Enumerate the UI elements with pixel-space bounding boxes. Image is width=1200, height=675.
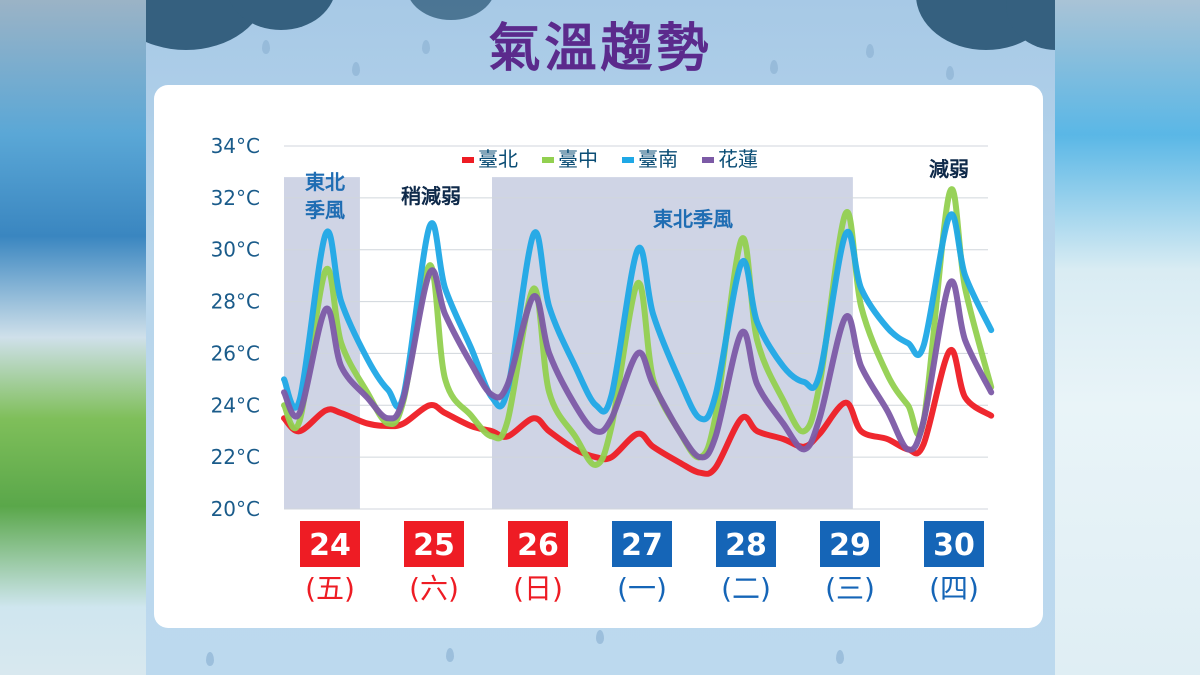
- annotation-weakening: 減弱: [929, 157, 969, 181]
- day-date: 28: [725, 528, 767, 563]
- raindrop-icon: [262, 40, 270, 54]
- raindrop-icon: [206, 652, 214, 666]
- legend-label: 臺北: [478, 147, 518, 171]
- legend-label: 臺南: [638, 147, 678, 171]
- y-tick-label: 24°C: [211, 393, 260, 417]
- legend-label: 臺中: [558, 147, 598, 171]
- day-badge-25: [404, 521, 464, 567]
- cloud-decoration-mid: [406, 0, 496, 20]
- blurred-background-right: [1054, 0, 1200, 675]
- day-weekday: (四): [929, 572, 979, 605]
- y-tick-label: 20°C: [211, 497, 260, 521]
- day-date: 30: [933, 528, 975, 563]
- y-tick-label: 22°C: [211, 445, 260, 469]
- day-weekday: (三): [825, 572, 875, 605]
- day-badge-29: [820, 521, 880, 567]
- day-date: 27: [621, 528, 663, 563]
- legend-item-tainan: 臺南: [622, 147, 678, 171]
- series-line-0: [281, 347, 995, 477]
- raindrop-icon: [422, 40, 430, 54]
- annotation-slightly-weaker: 稍減弱: [401, 184, 461, 208]
- day-badge-28: [716, 521, 776, 567]
- annotation-ne-monsoon-1-line2: 季風: [304, 198, 345, 222]
- day-badge-27: [612, 521, 672, 567]
- day-weekday: (六): [409, 572, 459, 605]
- raindrop-icon: [352, 62, 360, 76]
- monsoon-shade-0: [284, 177, 360, 509]
- day-weekday: (日): [513, 572, 563, 605]
- raindrop-icon: [836, 650, 844, 664]
- series-line-3: [281, 267, 995, 461]
- raindrop-icon: [866, 44, 874, 58]
- legend-item-taichung: 臺中: [542, 147, 598, 171]
- blurred-background-left: [0, 0, 146, 675]
- raindrop-icon: [446, 648, 454, 662]
- legend-label: 花蓮: [718, 147, 758, 171]
- y-tick-label: 32°C: [211, 186, 260, 210]
- y-tick-label: 28°C: [211, 290, 260, 314]
- forecast-panel: 氣溫趨勢 20°C 22°C 24°C 26°C 28°C 30°C 32°C 34°C 臺北…: [146, 0, 1055, 675]
- annotation-ne-monsoon-1-line1: 東北: [305, 170, 345, 194]
- day-badge-30: [924, 521, 984, 567]
- day-badge-26: [508, 521, 568, 567]
- y-tick-label: 26°C: [211, 341, 260, 365]
- raindrop-icon: [770, 60, 778, 74]
- day-date: 26: [517, 528, 559, 563]
- raindrop-icon: [596, 630, 604, 644]
- y-tick-label: 34°C: [211, 134, 260, 158]
- legend: 臺北 臺中 臺南 花蓮: [462, 147, 758, 171]
- day-date: 29: [829, 528, 871, 563]
- legend-item-hualien: 花蓮: [702, 147, 758, 171]
- day-badge-24: [300, 521, 360, 567]
- day-weekday: (一): [617, 572, 667, 605]
- day-weekday: (五): [305, 572, 355, 605]
- legend-item-taipei: 臺北: [462, 147, 518, 171]
- day-date: 25: [413, 528, 455, 563]
- monsoon-shade-1: [492, 177, 853, 509]
- raindrop-icon: [946, 66, 954, 80]
- temperature-chart: 20°C 22°C 24°C 26°C 28°C 30°C 32°C 34°C 臺北 臺中 臺…: [211, 134, 995, 605]
- chart-title: 氣溫趨勢: [488, 19, 713, 79]
- day-weekday: (二): [721, 572, 771, 605]
- y-tick-label: 30°C: [211, 238, 260, 262]
- day-date: 24: [309, 528, 351, 563]
- chart-card: 20°C 22°C 24°C 26°C 28°C 30°C 32°C 34°C 臺北 臺中 臺…: [154, 85, 1043, 628]
- annotation-ne-monsoon-2: 東北季風: [653, 207, 733, 231]
